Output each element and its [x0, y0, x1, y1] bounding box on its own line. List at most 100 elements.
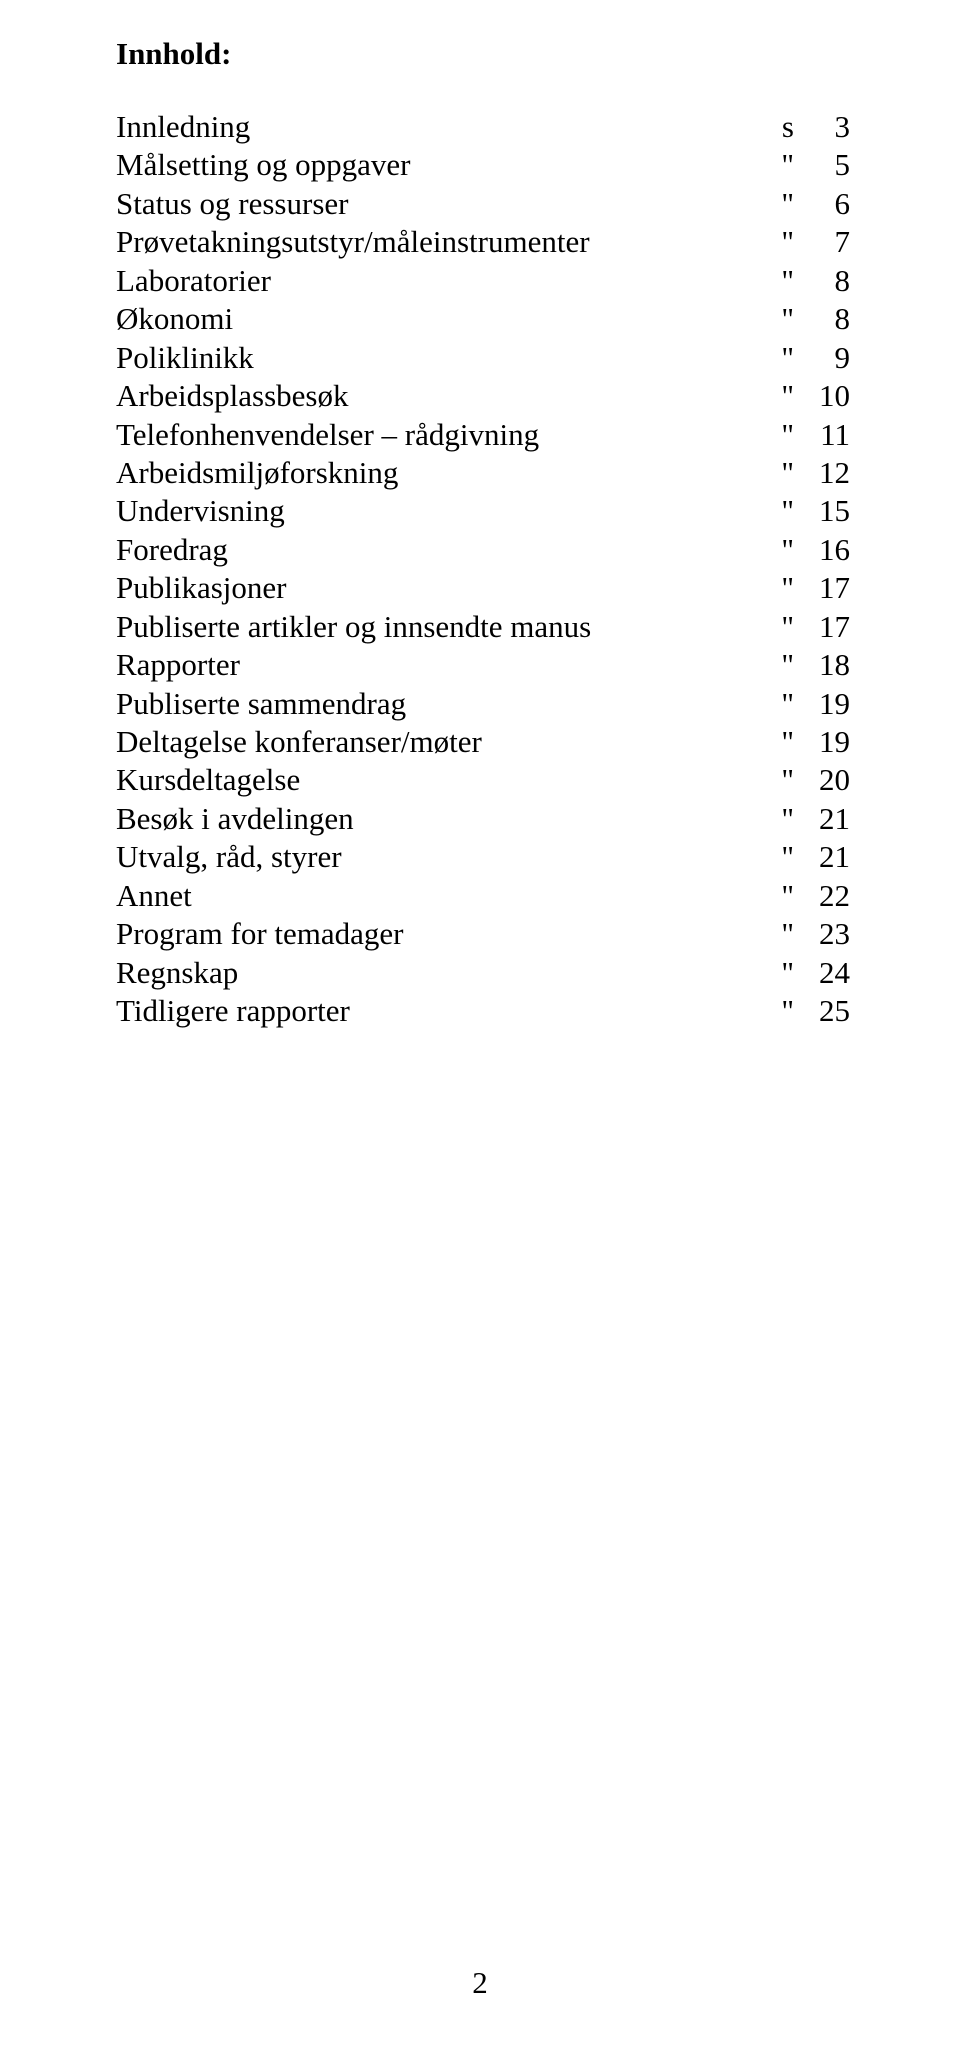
toc-label: Prøvetakningsutstyr/måleinstrumenter [116, 223, 754, 261]
toc-mark: " [754, 185, 794, 223]
toc-row: Innlednings3 [116, 108, 850, 146]
toc-label: Arbeidsmiljøforskning [116, 454, 754, 492]
toc-row: Undervisning"15 [116, 492, 850, 530]
toc-label: Arbeidsplassbesøk [116, 377, 754, 415]
toc-page: 20 [794, 761, 850, 799]
toc-page: 7 [794, 223, 850, 261]
toc-mark: " [754, 838, 794, 876]
toc-heading: Innhold: [116, 36, 850, 72]
toc-label: Laboratorier [116, 262, 754, 300]
toc-page: 6 [794, 185, 850, 223]
toc-page: 8 [794, 300, 850, 338]
toc-page: 9 [794, 339, 850, 377]
toc-label: Tidligere rapporter [116, 992, 754, 1030]
toc-row: Publiserte artikler og innsendte manus"1… [116, 608, 850, 646]
toc-page: 5 [794, 146, 850, 184]
toc-page: 23 [794, 915, 850, 953]
toc-mark: " [754, 800, 794, 838]
toc-mark: " [754, 492, 794, 530]
toc-mark: " [754, 646, 794, 684]
toc-page: 21 [794, 838, 850, 876]
toc-row: Prøvetakningsutstyr/måleinstrumenter"7 [116, 223, 850, 261]
toc-row: Program for temadager"23 [116, 915, 850, 953]
page-number: 2 [0, 1965, 960, 2001]
toc-page: 12 [794, 454, 850, 492]
toc-mark: " [754, 146, 794, 184]
toc-label: Regnskap [116, 954, 754, 992]
toc-label: Kursdeltagelse [116, 761, 754, 799]
toc-row: Kursdeltagelse"20 [116, 761, 850, 799]
page: Innhold: Innlednings3Målsetting og oppga… [0, 0, 960, 2061]
toc-page: 19 [794, 723, 850, 761]
toc-mark: " [754, 454, 794, 492]
toc-row: Besøk i avdelingen"21 [116, 800, 850, 838]
toc-mark: " [754, 377, 794, 415]
toc-row: Utvalg, råd, styrer"21 [116, 838, 850, 876]
toc-page: 15 [794, 492, 850, 530]
toc-row: Publikasjoner"17 [116, 569, 850, 607]
toc-row: Økonomi"8 [116, 300, 850, 338]
toc-label: Publiserte artikler og innsendte manus [116, 608, 754, 646]
toc-mark: " [754, 954, 794, 992]
toc-page: 16 [794, 531, 850, 569]
toc-row: Regnskap"24 [116, 954, 850, 992]
toc-page: 19 [794, 685, 850, 723]
toc-mark: " [754, 992, 794, 1030]
toc-mark: " [754, 877, 794, 915]
toc-mark: " [754, 416, 794, 454]
toc-label: Publikasjoner [116, 569, 754, 607]
toc-row: Annet"22 [116, 877, 850, 915]
toc-row: Målsetting og oppgaver"5 [116, 146, 850, 184]
toc-row: Foredrag"16 [116, 531, 850, 569]
toc-page: 11 [794, 416, 850, 454]
toc-page: 21 [794, 800, 850, 838]
toc-mark: " [754, 761, 794, 799]
toc-page: 17 [794, 608, 850, 646]
toc-row: Arbeidsmiljøforskning"12 [116, 454, 850, 492]
toc-mark: " [754, 339, 794, 377]
toc-mark: " [754, 223, 794, 261]
toc-page: 3 [794, 108, 850, 146]
toc-mark: " [754, 915, 794, 953]
toc-row: Laboratorier"8 [116, 262, 850, 300]
toc-list: Innlednings3Målsetting og oppgaver"5Stat… [116, 108, 850, 1031]
toc-label: Publiserte sammendrag [116, 685, 754, 723]
toc-mark: " [754, 531, 794, 569]
toc-row: Deltagelse konferanser/møter"19 [116, 723, 850, 761]
toc-mark: " [754, 569, 794, 607]
toc-row: Status og ressurser"6 [116, 185, 850, 223]
toc-row: Tidligere rapporter"25 [116, 992, 850, 1030]
toc-row: Rapporter"18 [116, 646, 850, 684]
toc-label: Deltagelse konferanser/møter [116, 723, 754, 761]
toc-label: Rapporter [116, 646, 754, 684]
toc-mark: " [754, 685, 794, 723]
toc-mark: " [754, 608, 794, 646]
toc-label: Utvalg, råd, styrer [116, 838, 754, 876]
toc-page: 8 [794, 262, 850, 300]
toc-label: Telefonhenvendelser – rådgivning [116, 416, 754, 454]
toc-label: Undervisning [116, 492, 754, 530]
toc-label: Program for temadager [116, 915, 754, 953]
toc-label: Poliklinikk [116, 339, 754, 377]
toc-page: 24 [794, 954, 850, 992]
toc-page: 18 [794, 646, 850, 684]
toc-row: Telefonhenvendelser – rådgivning"11 [116, 416, 850, 454]
toc-row: Arbeidsplassbesøk"10 [116, 377, 850, 415]
toc-page: 10 [794, 377, 850, 415]
toc-page: 17 [794, 569, 850, 607]
toc-label: Foredrag [116, 531, 754, 569]
toc-mark: s [754, 108, 794, 146]
toc-mark: " [754, 262, 794, 300]
toc-row: Poliklinikk"9 [116, 339, 850, 377]
toc-mark: " [754, 300, 794, 338]
toc-label: Status og ressurser [116, 185, 754, 223]
toc-label: Innledning [116, 108, 754, 146]
toc-label: Økonomi [116, 300, 754, 338]
toc-mark: " [754, 723, 794, 761]
toc-label: Målsetting og oppgaver [116, 146, 754, 184]
toc-page: 25 [794, 992, 850, 1030]
toc-label: Annet [116, 877, 754, 915]
toc-label: Besøk i avdelingen [116, 800, 754, 838]
toc-row: Publiserte sammendrag"19 [116, 685, 850, 723]
toc-page: 22 [794, 877, 850, 915]
